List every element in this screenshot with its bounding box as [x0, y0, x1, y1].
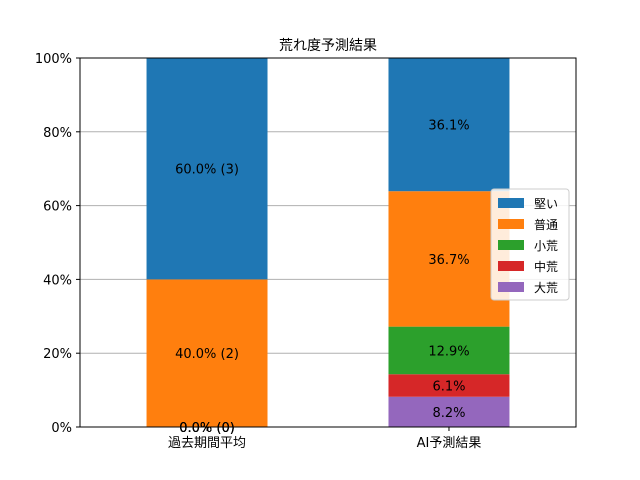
x-tick-label: AI予測結果	[417, 436, 482, 451]
data-label: 40.0% (2)	[175, 347, 239, 362]
legend-swatch	[498, 240, 524, 250]
data-label: 60.0% (3)	[175, 163, 239, 178]
legend-label: 中荒	[534, 259, 558, 274]
data-label: 36.1%	[428, 119, 469, 134]
plot-area-frame	[79, 57, 577, 428]
x-tick-label: 過去期間平均	[168, 436, 246, 451]
legend-label: 大荒	[534, 281, 558, 295]
data-label: 8.2%	[432, 406, 465, 421]
bar-segment	[146, 279, 268, 427]
y-tick-label: 60%	[43, 200, 72, 215]
legend-swatch	[498, 198, 524, 208]
bar-segment	[388, 374, 510, 397]
data-label: 6.1%	[432, 379, 465, 394]
chart-title: 荒れ度予測結果	[279, 38, 377, 54]
legend-swatch	[498, 282, 524, 292]
y-tick-label: 100%	[35, 52, 72, 67]
data-label: 36.7%	[428, 253, 469, 268]
legend-label: 小荒	[534, 239, 558, 253]
legend-label: 普通	[534, 218, 558, 232]
y-tick-label: 40%	[43, 273, 72, 288]
y-tick-label: 80%	[43, 126, 72, 141]
axes: 0% 20% 40% 60% 80% 100% 過去期間平均 AI予測結果	[35, 52, 482, 451]
data-label: 12.9%	[428, 344, 469, 359]
bar-segment	[388, 326, 510, 375]
bars	[146, 58, 510, 427]
legend-label: 堅い	[534, 197, 558, 211]
bar-segment	[388, 58, 510, 192]
legend-frame	[490, 188, 570, 301]
y-tick-label: 20%	[43, 347, 72, 362]
bar-segment	[388, 191, 510, 327]
legend-swatch	[498, 219, 524, 229]
y-tick-label: 0%	[51, 421, 72, 436]
legend-swatch	[498, 261, 524, 271]
bar-segment	[146, 58, 268, 280]
bar-segment	[388, 396, 510, 427]
